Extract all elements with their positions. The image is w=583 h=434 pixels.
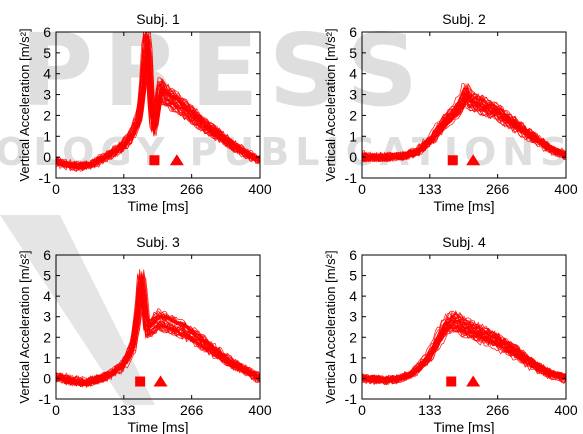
y-tick-label: 5 bbox=[43, 45, 51, 61]
x-tick-label: 266 bbox=[486, 402, 510, 418]
trace-line bbox=[362, 99, 566, 163]
y-tick-label: 5 bbox=[349, 45, 357, 61]
y-tick-label: 0 bbox=[349, 370, 357, 386]
x-axis-label: Time [ms] bbox=[434, 419, 495, 434]
x-tick-label: 0 bbox=[52, 181, 60, 197]
x-tick-label: 133 bbox=[418, 402, 442, 418]
x-tick-label: 400 bbox=[248, 181, 272, 197]
y-tick-label: 3 bbox=[349, 87, 357, 103]
axes-box bbox=[55, 254, 261, 400]
y-tick-label: 2 bbox=[43, 107, 51, 123]
x-tick-label: 0 bbox=[52, 402, 60, 418]
x-tick-label: 400 bbox=[554, 181, 578, 197]
trace-line bbox=[56, 33, 260, 169]
trace-line bbox=[362, 313, 566, 386]
x-tick-label: 266 bbox=[180, 181, 204, 197]
y-tick-label: 2 bbox=[349, 329, 357, 345]
y-tick-label: 4 bbox=[349, 288, 357, 304]
traces bbox=[362, 310, 566, 386]
x-tick-label: 0 bbox=[358, 181, 366, 197]
chart-title: Subj. 2 bbox=[442, 11, 486, 27]
y-tick-label: -1 bbox=[39, 170, 52, 186]
y-tick-label: 2 bbox=[349, 107, 357, 123]
trace-line bbox=[362, 92, 566, 161]
trace-line bbox=[362, 310, 566, 383]
x-tick-label: 400 bbox=[248, 402, 272, 418]
traces bbox=[56, 32, 260, 173]
square-marker bbox=[447, 155, 458, 166]
y-axis-label: Vertical Acceleration [m/s²] bbox=[17, 28, 32, 181]
x-axis-label: Time [ms] bbox=[128, 419, 189, 434]
x-tick-label: 266 bbox=[180, 402, 204, 418]
traces bbox=[362, 82, 566, 163]
trace-line bbox=[362, 94, 566, 159]
y-tick-label: 1 bbox=[349, 350, 357, 366]
axes-box bbox=[361, 31, 567, 179]
x-tick-label: 133 bbox=[112, 181, 136, 197]
y-tick-label: 3 bbox=[43, 309, 51, 325]
y-tick-label: 6 bbox=[349, 247, 357, 263]
x-tick-label: 266 bbox=[486, 181, 510, 197]
y-tick-label: -1 bbox=[345, 391, 358, 407]
y-axis-label: Vertical Acceleration [m/s²] bbox=[323, 250, 338, 403]
y-tick-label: 6 bbox=[349, 24, 357, 40]
trace-line bbox=[56, 34, 260, 169]
y-tick-label: 4 bbox=[43, 66, 51, 82]
y-tick-label: -1 bbox=[39, 391, 52, 407]
triangle-marker bbox=[466, 375, 481, 387]
square-marker bbox=[135, 376, 146, 387]
x-tick-label: 400 bbox=[554, 402, 578, 418]
y-tick-label: 4 bbox=[43, 288, 51, 304]
y-tick-label: 1 bbox=[43, 350, 51, 366]
y-tick-label: 6 bbox=[43, 247, 51, 263]
x-tick-label: 0 bbox=[358, 402, 366, 418]
triangle-marker bbox=[153, 375, 168, 387]
axes-box bbox=[361, 254, 567, 400]
watermark-swoosh bbox=[0, 215, 155, 405]
axes-box bbox=[55, 31, 261, 179]
y-axis-label: Vertical Acceleration [m/s²] bbox=[323, 28, 338, 181]
triangle-marker bbox=[466, 154, 481, 166]
y-tick-label: 0 bbox=[43, 370, 51, 386]
trace-line bbox=[56, 48, 260, 167]
square-marker bbox=[446, 376, 457, 387]
y-tick-label: 4 bbox=[349, 66, 357, 82]
y-tick-label: 0 bbox=[43, 149, 51, 165]
square-marker bbox=[149, 155, 160, 166]
x-tick-label: 133 bbox=[112, 402, 136, 418]
y-tick-label: 3 bbox=[349, 309, 357, 325]
triangle-marker bbox=[169, 154, 184, 166]
trace-line bbox=[56, 288, 260, 382]
y-tick-label: 3 bbox=[43, 87, 51, 103]
y-tick-label: 5 bbox=[349, 268, 357, 284]
traces bbox=[56, 269, 260, 389]
y-tick-label: 1 bbox=[349, 128, 357, 144]
y-axis-label: Vertical Acceleration [m/s²] bbox=[17, 250, 32, 403]
y-tick-label: -1 bbox=[345, 170, 358, 186]
x-tick-label: 133 bbox=[418, 181, 442, 197]
trace-line bbox=[362, 325, 566, 382]
y-tick-label: 1 bbox=[43, 128, 51, 144]
chart-title: Subj. 1 bbox=[136, 11, 180, 27]
y-tick-label: 5 bbox=[43, 268, 51, 284]
trace-line bbox=[56, 289, 260, 386]
x-axis-label: Time [ms] bbox=[434, 198, 495, 214]
y-tick-label: 0 bbox=[349, 149, 357, 165]
y-tick-label: 6 bbox=[43, 24, 51, 40]
x-axis-label: Time [ms] bbox=[128, 198, 189, 214]
y-tick-label: 2 bbox=[43, 329, 51, 345]
trace-line bbox=[362, 83, 566, 162]
chart-title: Subj. 3 bbox=[136, 234, 180, 250]
chart-title: Subj. 4 bbox=[442, 234, 486, 250]
